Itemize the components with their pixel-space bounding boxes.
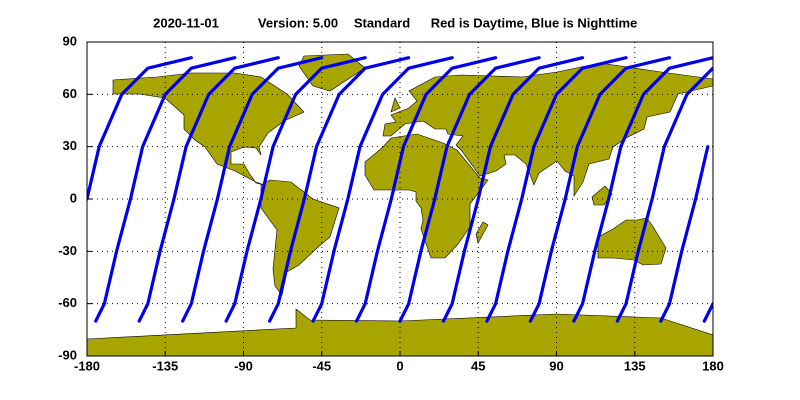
ground-track bbox=[441, 56, 585, 323]
title-version: Version: 5.00 bbox=[258, 15, 338, 30]
y-tick-label: -90 bbox=[58, 347, 77, 362]
title-product: Standard bbox=[354, 15, 410, 30]
ground-track bbox=[702, 302, 713, 323]
ground-track bbox=[94, 56, 237, 323]
ground-track bbox=[572, 56, 713, 323]
title-date: 2020-11-01 bbox=[153, 15, 219, 30]
north-america bbox=[112, 72, 305, 186]
x-tick-label: -180 bbox=[74, 358, 100, 373]
ground-track bbox=[181, 56, 324, 323]
ground-track bbox=[659, 145, 710, 323]
x-tick-label: 135 bbox=[624, 358, 646, 373]
y-tick-label: 30 bbox=[63, 138, 77, 153]
y-tick-label: 0 bbox=[70, 190, 77, 205]
ground-track bbox=[398, 56, 541, 323]
x-tick-label: 0 bbox=[396, 358, 403, 373]
x-tick-label: 180 bbox=[702, 358, 724, 373]
south-america bbox=[260, 179, 340, 296]
ground-track bbox=[87, 56, 193, 201]
ground-track bbox=[267, 56, 411, 323]
ground-track bbox=[615, 66, 713, 323]
title-note: Red is Daytime, Blue is Nighttime bbox=[431, 15, 638, 30]
axes: -180 -135 -90 -45 0 45 90 135 180 -90 -60 -30 0 30 60 9… bbox=[58, 33, 724, 373]
y-tick-label: -60 bbox=[58, 295, 77, 310]
x-tick-label: -135 bbox=[152, 358, 178, 373]
ground-track bbox=[528, 56, 672, 323]
y-tick-label: 60 bbox=[63, 86, 77, 101]
australia bbox=[597, 217, 667, 266]
britain bbox=[390, 97, 401, 113]
ground-track bbox=[137, 56, 280, 323]
ground-track bbox=[354, 56, 498, 323]
x-tick-label: 90 bbox=[549, 358, 563, 373]
africa bbox=[364, 133, 489, 259]
ground-track bbox=[311, 56, 454, 323]
ground-track bbox=[224, 56, 367, 323]
y-tick-label: -30 bbox=[58, 243, 77, 258]
ground-track bbox=[485, 56, 628, 323]
y-tick-label: 90 bbox=[63, 33, 77, 48]
tracks bbox=[87, 56, 713, 323]
x-tick-label: -45 bbox=[312, 358, 331, 373]
eurasia bbox=[382, 62, 713, 198]
x-tick-label: 45 bbox=[471, 358, 485, 373]
x-tick-label: -90 bbox=[234, 358, 253, 373]
